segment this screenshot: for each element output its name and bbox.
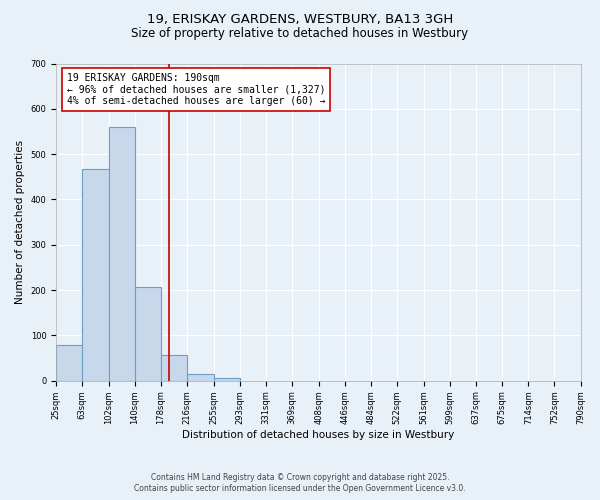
Bar (109, 127, 135, 380)
Text: 19, ERISKAY GARDENS, WESTBURY, BA13 3GH: 19, ERISKAY GARDENS, WESTBURY, BA13 3GH (147, 12, 453, 26)
Text: 19 ERISKAY GARDENS: 190sqm
← 96% of detached houses are smaller (1,327)
4% of se: 19 ERISKAY GARDENS: 190sqm ← 96% of deta… (67, 73, 325, 106)
Bar (82, 169, 109, 380)
Y-axis label: Number of detached properties: Number of detached properties (15, 140, 25, 304)
Text: Contains HM Land Registry data © Crown copyright and database right 2025.: Contains HM Land Registry data © Crown c… (151, 472, 449, 482)
Bar (135, 287, 161, 380)
Bar (56, 346, 82, 380)
Bar (187, 374, 214, 380)
X-axis label: Distribution of detached houses by size in Westbury: Distribution of detached houses by size … (182, 430, 454, 440)
Bar (214, 378, 240, 380)
Text: Size of property relative to detached houses in Westbury: Size of property relative to detached ho… (131, 28, 469, 40)
Text: Contains public sector information licensed under the Open Government Licence v3: Contains public sector information licen… (134, 484, 466, 493)
Bar (161, 355, 187, 380)
